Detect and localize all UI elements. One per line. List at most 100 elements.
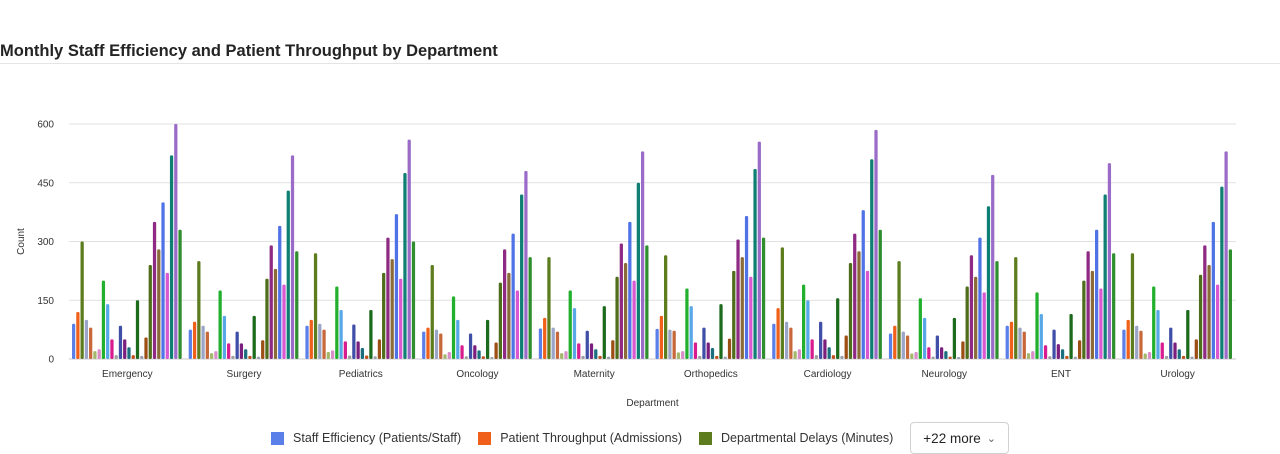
bar: [118, 325, 123, 359]
bar: [823, 339, 827, 359]
bar: [318, 323, 322, 359]
legend-swatch: [478, 431, 492, 445]
bar: [339, 310, 343, 359]
bar: [1060, 349, 1065, 359]
bar: [222, 315, 227, 359]
bar: [1126, 319, 1130, 359]
bar: [507, 272, 511, 359]
bar: [1090, 270, 1095, 360]
bar: [520, 194, 524, 359]
y-tick-label: 300: [37, 237, 54, 248]
bar: [702, 327, 706, 359]
bar: [982, 292, 986, 359]
bar: [551, 327, 555, 359]
bar: [836, 298, 840, 359]
bar: [89, 327, 93, 359]
bar: [611, 340, 615, 359]
bar: [598, 355, 602, 359]
bar: [757, 141, 761, 360]
bar: [347, 355, 352, 359]
bar: [606, 356, 611, 359]
bar: [1139, 330, 1143, 359]
bar: [278, 225, 282, 359]
bar: [123, 339, 127, 359]
bar: [528, 257, 532, 359]
bar: [1031, 351, 1035, 359]
bar: [581, 355, 585, 359]
bar: [434, 329, 439, 360]
bar: [853, 233, 857, 359]
bar: [784, 321, 789, 359]
bar: [248, 355, 252, 359]
x-tick-label: Neurology: [921, 369, 967, 380]
bar: [659, 315, 664, 359]
legend-item[interactable]: Staff Efficiency (Patients/Staff): [271, 431, 461, 445]
bar: [560, 353, 564, 360]
bar: [1215, 284, 1220, 359]
bar: [555, 331, 560, 359]
bar: [1065, 355, 1069, 359]
bar: [939, 347, 944, 359]
bar: [422, 331, 426, 359]
bar: [377, 339, 382, 359]
bar: [1164, 355, 1169, 359]
bar-chart: 0 150 300 450 600 Count Department Emergency Sur…: [16, 120, 1236, 409]
bar: [1198, 274, 1203, 359]
bar: [547, 257, 551, 359]
bar: [965, 286, 969, 359]
bar: [1014, 257, 1018, 359]
bar: [740, 257, 744, 359]
bar: [897, 261, 901, 359]
bar: [961, 341, 965, 360]
bar: [127, 347, 131, 359]
bar: [1039, 313, 1043, 359]
bar: [394, 214, 399, 359]
bar: [772, 323, 776, 359]
bar: [313, 253, 318, 359]
bar: [84, 319, 89, 359]
legend-item[interactable]: Departmental Delays (Minutes): [699, 431, 893, 445]
bar: [623, 263, 628, 359]
bar: [165, 272, 169, 359]
bar: [144, 337, 148, 359]
y-tick-label: 150: [37, 296, 54, 307]
x-tick-label: Oncology: [456, 369, 498, 380]
bar: [727, 338, 732, 359]
bar: [309, 319, 313, 359]
bar: [399, 278, 403, 359]
y-tick-label: 450: [37, 178, 54, 189]
bar: [1099, 288, 1103, 359]
bar: [793, 351, 797, 359]
bar: [802, 284, 806, 359]
bar: [97, 349, 101, 359]
bar: [273, 268, 278, 359]
bar: [460, 345, 464, 359]
bar: [1228, 249, 1232, 359]
bar: [335, 286, 339, 359]
bar: [888, 333, 893, 359]
bar: [1156, 310, 1160, 359]
bar: [914, 351, 918, 359]
bar: [1073, 356, 1077, 359]
bar: [169, 155, 174, 359]
bar: [827, 347, 831, 359]
legend-more-button[interactable]: +22 more ⌄: [910, 422, 1009, 454]
bar: [995, 261, 999, 359]
bar: [72, 323, 76, 359]
bar: [235, 331, 239, 359]
legend-swatch: [271, 431, 285, 445]
bar: [1177, 349, 1181, 359]
bar: [1056, 344, 1060, 359]
bar: [664, 255, 668, 359]
x-axis-title: Department: [626, 398, 678, 409]
bar: [174, 124, 178, 359]
bar: [861, 210, 865, 359]
bar: [218, 290, 222, 359]
bar: [140, 355, 144, 359]
bar: [468, 333, 473, 359]
bar: [1069, 313, 1073, 359]
bar: [865, 270, 870, 360]
bar: [874, 129, 878, 360]
legend-item[interactable]: Patient Throughput (Admissions): [478, 431, 682, 445]
bar: [789, 327, 793, 359]
